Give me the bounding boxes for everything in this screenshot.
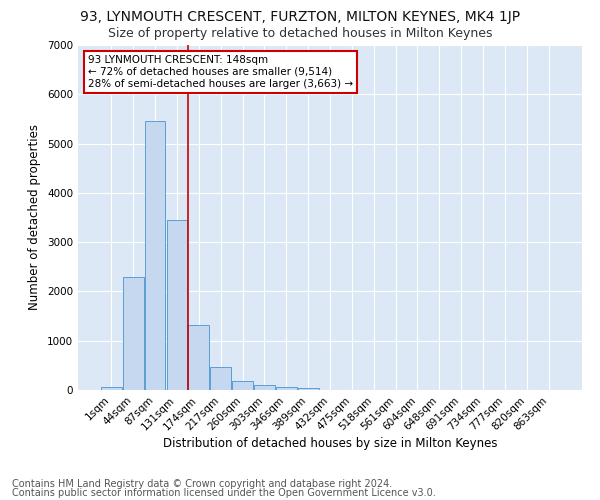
- Bar: [167, 220, 187, 390]
- Bar: [145, 122, 166, 390]
- Text: Size of property relative to detached houses in Milton Keynes: Size of property relative to detached ho…: [108, 28, 492, 40]
- Bar: [210, 368, 231, 390]
- Bar: [188, 325, 209, 390]
- Text: Contains public sector information licensed under the Open Government Licence v3: Contains public sector information licen…: [12, 488, 436, 498]
- Bar: [232, 381, 253, 390]
- X-axis label: Distribution of detached houses by size in Milton Keynes: Distribution of detached houses by size …: [163, 438, 497, 450]
- Bar: [298, 388, 319, 390]
- Y-axis label: Number of detached properties: Number of detached properties: [28, 124, 41, 310]
- Text: 93 LYNMOUTH CRESCENT: 148sqm
← 72% of detached houses are smaller (9,514)
28% of: 93 LYNMOUTH CRESCENT: 148sqm ← 72% of de…: [88, 56, 353, 88]
- Bar: [254, 384, 275, 390]
- Text: Contains HM Land Registry data © Crown copyright and database right 2024.: Contains HM Land Registry data © Crown c…: [12, 479, 392, 489]
- Text: 93, LYNMOUTH CRESCENT, FURZTON, MILTON KEYNES, MK4 1JP: 93, LYNMOUTH CRESCENT, FURZTON, MILTON K…: [80, 10, 520, 24]
- Bar: [123, 276, 143, 390]
- Bar: [276, 386, 296, 390]
- Bar: [101, 387, 122, 390]
